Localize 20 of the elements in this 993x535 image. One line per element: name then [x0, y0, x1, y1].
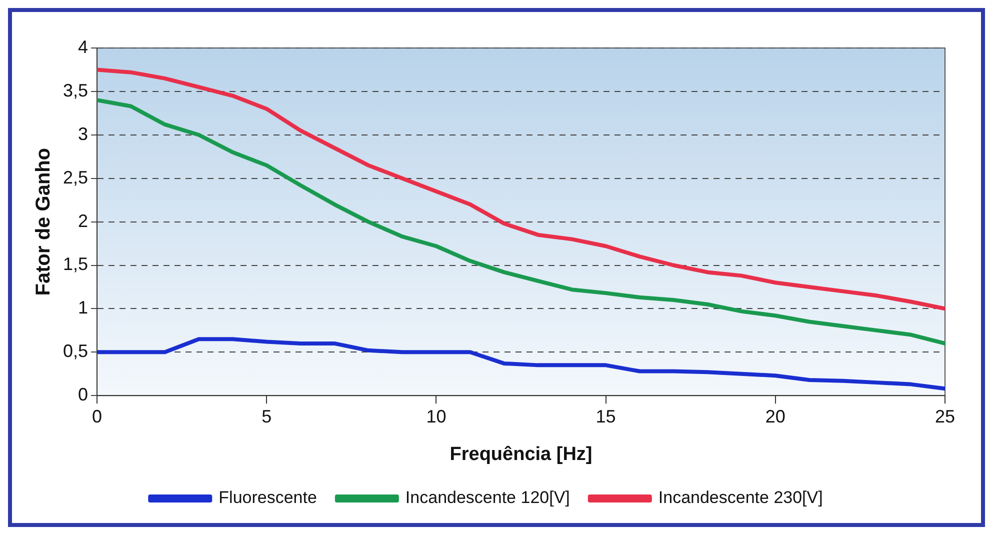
- y-tick-label: 2,5: [62, 167, 88, 188]
- x-tick-label: 25: [934, 406, 956, 426]
- legend-label: Incandescente 120[V]: [405, 488, 570, 508]
- x-tick-label: 5: [262, 406, 272, 426]
- legend-label: Incandescente 230[V]: [658, 488, 823, 508]
- legend-label: Fluorescente: [218, 488, 317, 508]
- y-tick-label: 4: [78, 36, 88, 57]
- y-tick-label: 0: [78, 384, 88, 405]
- x-tick-label: 20: [765, 406, 786, 426]
- y-tick-label: 1,5: [62, 254, 88, 274]
- y-axis-title: Fator de Ganho: [32, 148, 55, 296]
- y-tick-label: 3: [78, 124, 88, 144]
- y-tick-label: 3,5: [62, 80, 88, 100]
- x-tick-label: 15: [596, 406, 616, 426]
- x-tick-label: 10: [426, 406, 446, 426]
- y-tick-label: 2: [78, 210, 88, 231]
- x-tick-label: 0: [92, 406, 102, 426]
- y-tick-label: 0,5: [62, 341, 88, 362]
- y-tick-label: 1: [78, 298, 88, 318]
- x-axis-title: Frequência [Hz]: [450, 444, 592, 465]
